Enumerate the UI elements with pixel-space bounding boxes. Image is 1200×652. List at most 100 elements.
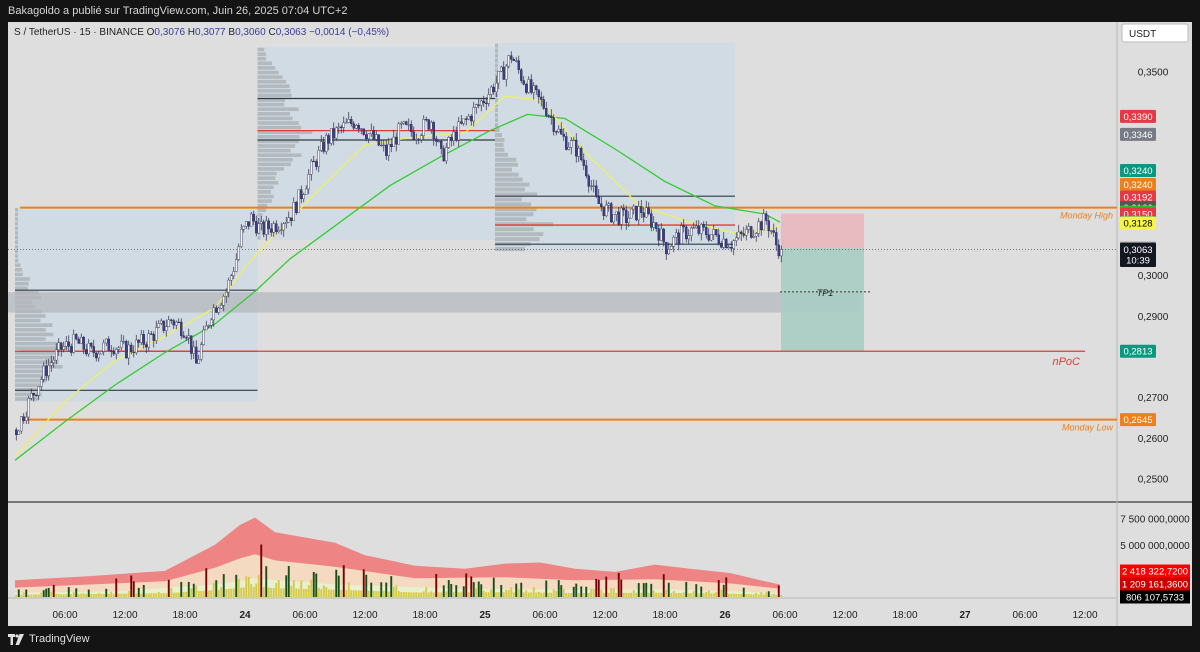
profile-row — [15, 369, 43, 374]
x-tick-label: 27 — [959, 610, 971, 621]
candle-body — [425, 119, 428, 121]
volume-bar — [232, 588, 235, 597]
candle-body — [572, 139, 575, 142]
profile-row — [257, 130, 313, 134]
legend-part: C — [268, 27, 275, 38]
candle-body — [755, 233, 758, 237]
volume-bar — [130, 575, 133, 597]
volume-bar — [640, 592, 643, 597]
currency-button[interactable]: USDT — [1121, 23, 1189, 43]
candle-body — [737, 231, 740, 239]
candle-body — [417, 139, 420, 141]
volume-bar — [345, 590, 348, 597]
volume-bar — [452, 592, 455, 597]
candle-body — [117, 347, 120, 350]
volume-bar — [507, 590, 510, 597]
volume-bar — [80, 593, 83, 597]
candle-body — [767, 220, 770, 232]
volume-bar — [435, 574, 438, 597]
candle-body — [337, 126, 340, 129]
candle-body — [587, 175, 590, 187]
volume-bar — [542, 592, 545, 597]
volume-bar — [657, 592, 660, 597]
profile-row — [257, 185, 274, 190]
candle-body — [675, 232, 678, 238]
candle-body — [512, 59, 515, 61]
profile-row — [257, 148, 291, 153]
volume-bar — [592, 589, 595, 597]
publisher-header: Bakagoldo a publié sur TradingView.com, … — [0, 0, 1200, 22]
candle-body — [385, 144, 388, 156]
candle-body — [340, 126, 343, 128]
volume-bar — [20, 594, 23, 597]
volume-bar — [655, 592, 658, 597]
price-label-text: 0,3192 — [1123, 192, 1152, 203]
profile-row — [15, 346, 68, 351]
candle-body — [297, 189, 300, 213]
candle-body — [320, 141, 323, 151]
volume-bar — [775, 594, 778, 597]
candle-body — [680, 225, 683, 244]
candle-body — [720, 243, 723, 248]
volume-bar — [310, 579, 313, 597]
volume-bar — [52, 584, 55, 597]
profile-row — [15, 221, 18, 226]
candle-body — [250, 213, 253, 227]
volume-bar — [397, 591, 400, 597]
volume-bar — [125, 593, 128, 597]
volume-bar — [187, 581, 190, 597]
volume-bar — [352, 590, 355, 597]
candle-body — [177, 321, 180, 324]
candle-body — [235, 259, 238, 272]
volume-bar — [120, 593, 123, 597]
candle-body — [230, 275, 233, 281]
volume-bar — [257, 575, 260, 597]
volume-bar — [625, 592, 628, 597]
volume-bar — [172, 592, 175, 597]
volume-bar — [160, 593, 163, 597]
candle-body — [307, 174, 310, 190]
profile-row — [257, 125, 302, 130]
candle-body — [325, 135, 328, 152]
volume-bar — [230, 588, 233, 597]
volume-bar — [282, 588, 285, 597]
profile-row — [495, 187, 525, 192]
x-tick-label: 12:00 — [832, 610, 857, 621]
candle-body — [617, 211, 620, 225]
volume-bar — [447, 579, 450, 597]
candle-body — [632, 205, 635, 210]
candle-body — [65, 341, 68, 347]
candle-body — [180, 321, 183, 337]
volume-bar — [197, 591, 200, 597]
candle-body — [302, 194, 305, 199]
candle-body — [570, 140, 573, 148]
volume-bar — [455, 585, 458, 597]
profile-row — [257, 89, 291, 93]
candle-body — [380, 144, 383, 147]
volume-bar — [430, 591, 433, 597]
profile-row — [495, 192, 538, 197]
legend-part: 0,3077 — [195, 27, 228, 38]
candle-body — [90, 343, 93, 347]
tradingview-icon — [8, 633, 24, 645]
volume-bar — [492, 577, 495, 597]
candle-body — [667, 249, 670, 255]
volume-bar — [270, 587, 273, 597]
volume-bar — [382, 590, 385, 597]
candle-body — [495, 82, 498, 93]
volume-bar — [537, 591, 540, 597]
volume-label-box — [1120, 590, 1190, 604]
profile-row — [257, 194, 274, 199]
profile-row — [495, 113, 498, 118]
candle-body — [742, 233, 745, 236]
volume-bar — [312, 571, 315, 597]
candle-body — [655, 222, 658, 229]
tradingview-logo[interactable]: TradingView — [8, 626, 90, 652]
profile-row — [495, 63, 498, 68]
volume-bar — [205, 568, 208, 597]
volume-bar — [62, 594, 65, 597]
candle-body — [447, 137, 450, 148]
candle-body — [342, 122, 345, 128]
